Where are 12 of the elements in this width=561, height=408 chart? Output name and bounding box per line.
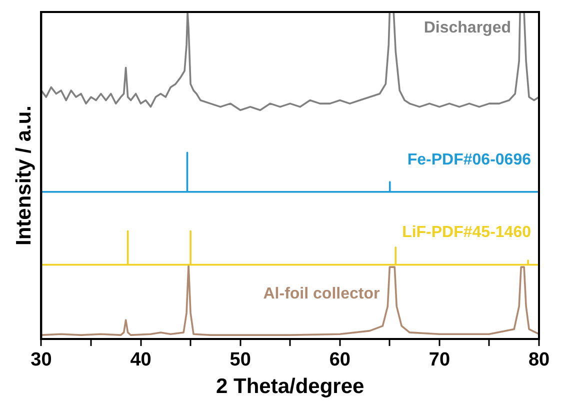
x-tick-label: 70 xyxy=(428,350,450,371)
x-tick-label: 50 xyxy=(230,350,251,371)
x-tick-label: 60 xyxy=(329,350,350,371)
series-label: Al-foil collector xyxy=(263,286,380,302)
x-tick-label: 30 xyxy=(30,350,52,371)
y-axis-title: Intensity / a.u. xyxy=(12,105,36,246)
series-label: LiF-PDF#45-1460 xyxy=(402,224,532,242)
x-axis-title: 2 Theta/degree xyxy=(216,375,364,398)
series-label: Discharged xyxy=(424,19,511,36)
x-tick-label: 40 xyxy=(130,350,152,371)
series-label: Fe-PDF#06-0696 xyxy=(407,151,532,168)
x-tick-label: 80 xyxy=(528,350,550,371)
